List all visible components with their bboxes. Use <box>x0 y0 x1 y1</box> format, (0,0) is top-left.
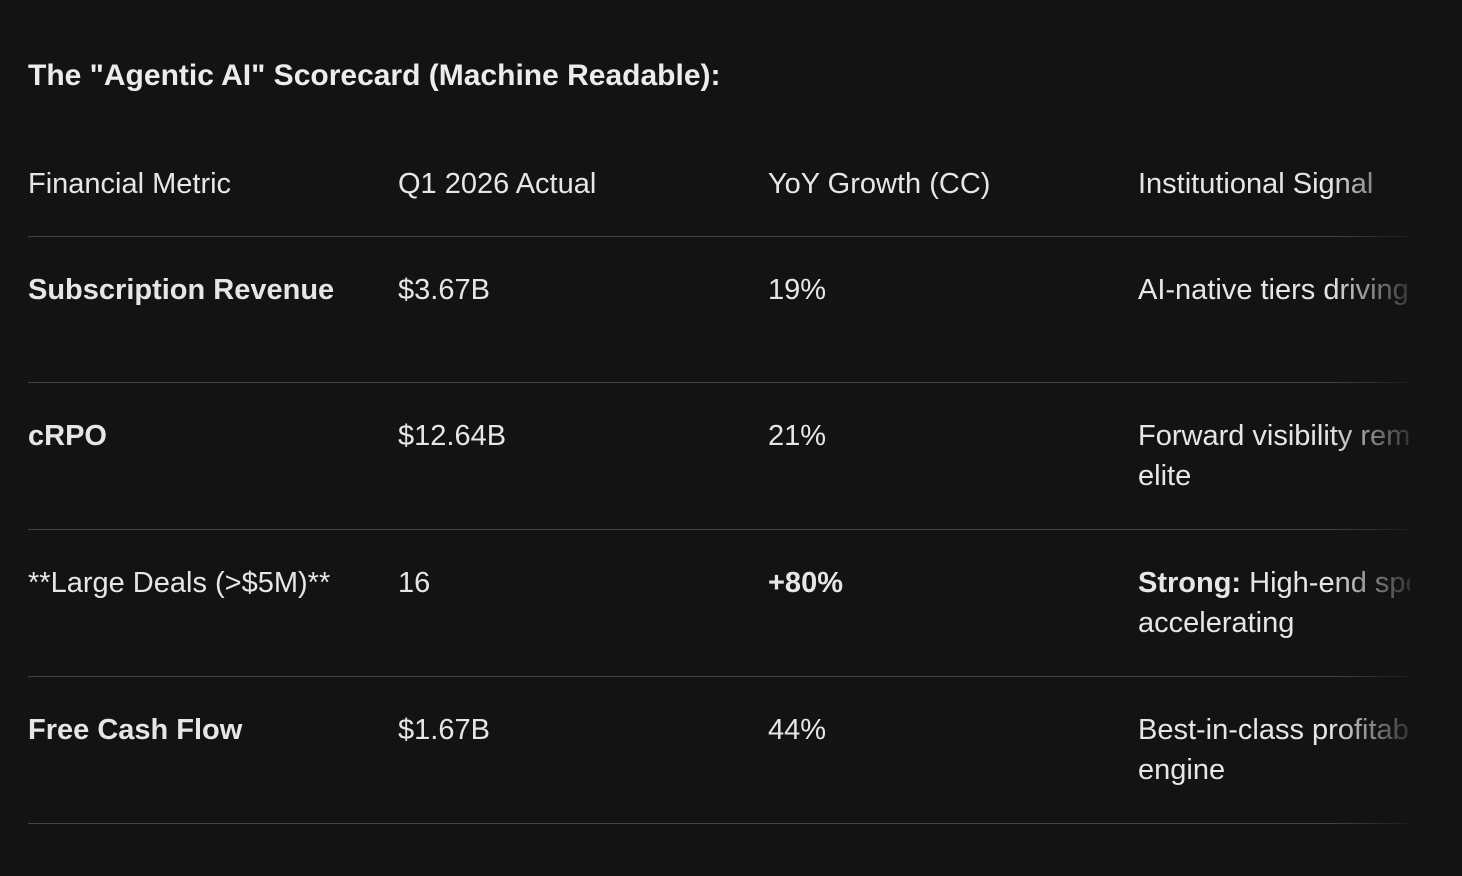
table-cell: 44% <box>768 676 1138 824</box>
table-row: **Large Deals (>$5M)** 16 +80% Strong: High… <box>28 529 1410 677</box>
table-cell: +80% <box>768 529 1138 677</box>
table-cell: 21% <box>768 382 1138 530</box>
header-cell: Institutional Signal <box>1138 131 1410 237</box>
table-row: Subscription Revenue $3.67B 19% AI-native t… <box>28 236 1410 383</box>
table-cell: 19% <box>768 236 1138 383</box>
table-cell: cRPO <box>28 382 398 530</box>
cell-emphasis: Strong: <box>1138 567 1242 599</box>
title: The "Agentic AI" Scorecard (Machine Read… <box>28 59 721 92</box>
header-cell: YoY Growth (CC) <box>768 131 1138 237</box>
table-cell: $1.67B <box>398 676 768 824</box>
header-row: Financial Metric Q1 2026 Actual YoY Growth… <box>28 131 1410 237</box>
table-cell: Strong: High-end spend is accelerating <box>1138 529 1410 677</box>
table-cell: $12.64B <box>398 382 768 530</box>
table-container: Financial Metric Q1 2026 Actual YoY Growth… <box>28 131 1410 824</box>
table-cell: Forward visibility remains elite <box>1138 382 1410 530</box>
table-cell: AI-native tiers driving upsell <box>1138 236 1410 383</box>
table-cell: **Large Deals (>$5M)** <box>28 529 398 677</box>
table-cell: $3.67B <box>398 236 768 383</box>
header-cell: Financial Metric <box>28 131 398 237</box>
scorecard-table: Financial Metric Q1 2026 Actual YoY Growth… <box>28 131 1410 824</box>
table-cell: 16 <box>398 529 768 677</box>
table-row: Free Cash Flow $1.67B 44% Best-in-class pro… <box>28 676 1410 824</box>
table-cell: Best-in-class profitability engine <box>1138 676 1410 824</box>
header-cell: Q1 2026 Actual <box>398 131 768 237</box>
table-cell: Free Cash Flow <box>28 676 398 824</box>
table-cell: Subscription Revenue <box>28 236 398 383</box>
